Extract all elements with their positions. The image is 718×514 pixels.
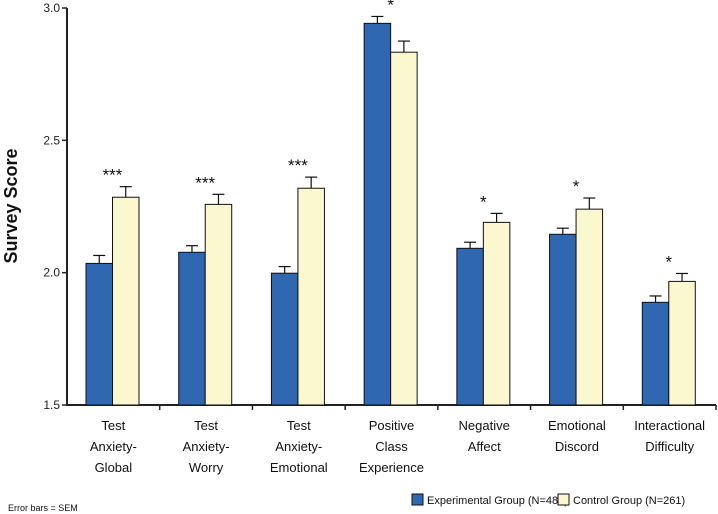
significance-marker: *: [573, 177, 580, 196]
bar-control: [482, 221, 511, 406]
x-category-label: Anxiety-: [275, 439, 322, 454]
bar-control: [204, 203, 233, 406]
bar-experimental: [178, 251, 206, 406]
y-axis-label: Survey Score: [1, 148, 21, 263]
x-category-label: Negative: [459, 418, 510, 433]
bar-control: [668, 280, 696, 406]
x-category-label: Global: [95, 460, 133, 475]
bar-experimental: [270, 272, 299, 406]
bar-experimental: [456, 247, 484, 406]
x-category-label: Class: [375, 439, 408, 454]
x-category-label: Emotional: [270, 460, 328, 475]
x-category-label: Emotional: [548, 418, 606, 433]
bar-experimental: [363, 22, 392, 406]
legend-swatch: [411, 493, 424, 506]
significance-marker: ***: [288, 156, 308, 175]
significance-marker: *: [480, 192, 487, 211]
y-tick-label: 3.0: [43, 1, 60, 15]
y-tick-label: 2.5: [43, 133, 60, 147]
significance-marker: ***: [103, 166, 123, 185]
bar-experimental: [641, 301, 670, 406]
significance-marker: *: [387, 0, 394, 14]
legend-label: Experimental Group (N=488): [427, 495, 568, 507]
x-category-label: Affect: [468, 439, 501, 454]
x-category-label: Positive: [369, 418, 415, 433]
error-bars-note: Error bars = SEM: [8, 503, 78, 513]
bar-control: [297, 187, 325, 406]
y-tick-label: 1.5: [43, 398, 60, 412]
legend-label: Control Group (N=261): [573, 495, 685, 507]
bar-control: [112, 196, 140, 406]
legend-swatch: [557, 493, 570, 506]
x-category-label: Experience: [359, 460, 424, 475]
y-tick-label: 2.0: [43, 266, 60, 280]
x-category-label: Difficulty: [645, 439, 694, 454]
bar-experimental: [85, 262, 113, 406]
bar-experimental: [549, 233, 577, 406]
significance-marker: *: [665, 252, 672, 271]
bar-control: [390, 51, 418, 406]
x-category-label: Worry: [189, 460, 224, 475]
x-category-label: Anxiety-: [90, 439, 137, 454]
x-category-label: Discord: [555, 439, 599, 454]
x-category-label: Anxiety-: [183, 439, 230, 454]
x-category-label: Test: [287, 418, 311, 433]
x-category-label: Test: [101, 418, 125, 433]
x-category-label: Interactional: [634, 418, 705, 433]
bar-control: [575, 208, 604, 406]
x-category-label: Test: [194, 418, 218, 433]
significance-marker: ***: [195, 173, 215, 192]
